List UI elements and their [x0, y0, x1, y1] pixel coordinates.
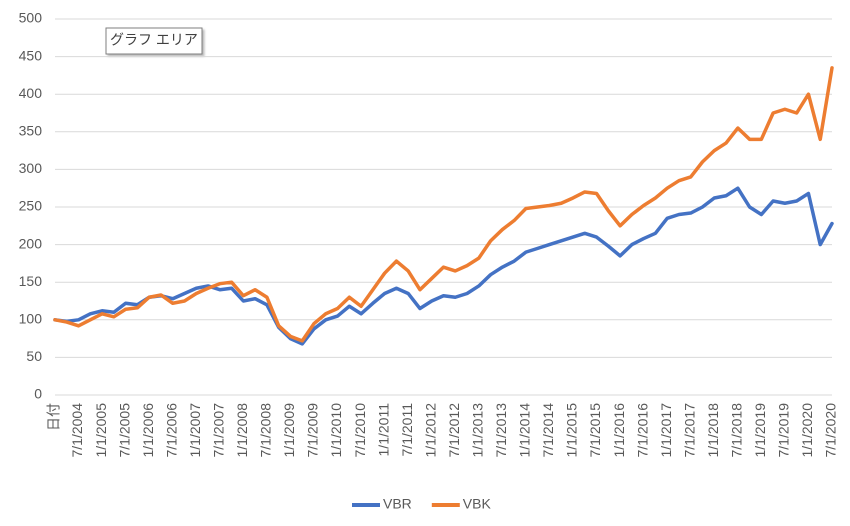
y-tick-label: 0	[34, 386, 42, 402]
series-line	[53, 186, 834, 346]
x-tick-label: 7/1/2018	[729, 403, 745, 458]
x-tick-label: 1/1/2015	[564, 403, 580, 458]
y-tick-label: 300	[19, 160, 43, 176]
x-tick-label: 1/1/2013	[470, 403, 486, 458]
x-tick-label: 1/1/2010	[328, 403, 344, 458]
x-tick-label: 7/1/2006	[163, 403, 179, 458]
y-tick-label: 450	[19, 47, 43, 63]
x-tick-label: 日付	[46, 403, 62, 431]
y-tick-label: 50	[26, 348, 42, 364]
x-tick-label: 7/1/2011	[399, 403, 415, 457]
x-tick-label: 7/1/2014	[540, 403, 556, 458]
x-tick-label: 1/1/2008	[234, 403, 250, 458]
series-line	[53, 66, 834, 343]
x-tick-label: 1/1/2011	[375, 403, 391, 457]
x-tick-label: 7/1/2008	[258, 403, 274, 458]
x-tick-label: 1/1/2020	[799, 403, 815, 458]
x-tick-label: 7/1/2007	[211, 403, 227, 458]
x-tick-label: 7/1/2010	[352, 403, 368, 458]
x-tick-label: 1/1/2017	[658, 403, 674, 458]
x-tick-label: 7/1/2017	[681, 403, 697, 458]
x-tick-label: 7/1/2005	[116, 403, 132, 458]
annotation-box: グラフ エリア	[105, 27, 203, 55]
x-tick-label: 1/1/2006	[140, 403, 156, 458]
y-tick-label: 150	[19, 273, 43, 289]
y-tick-label: 500	[19, 10, 43, 26]
x-tick-label: 1/1/2019	[752, 403, 768, 458]
y-tick-label: 250	[19, 198, 43, 214]
x-tick-label: 7/1/2016	[634, 403, 650, 458]
x-tick-label: 1/1/2016	[611, 403, 627, 458]
annotation-frame	[105, 27, 203, 55]
annotation: グラフ エリア	[110, 32, 198, 48]
x-tick-label: 1/1/2018	[705, 403, 721, 458]
legend-label: VBR	[383, 496, 412, 512]
legend-label: VBK	[463, 496, 492, 512]
x-tick-label: 7/1/2012	[446, 403, 462, 458]
y-tick-label: 350	[19, 123, 43, 139]
x-tick-label: 7/1/2015	[587, 403, 603, 458]
x-tick-label: 1/1/2012	[422, 403, 438, 458]
x-tick-label: 7/1/2013	[493, 403, 509, 458]
x-tick-label: 7/1/2020	[823, 403, 839, 458]
x-tick-label: 7/1/2009	[305, 403, 321, 458]
x-tick-label: 1/1/2007	[187, 403, 203, 458]
x-tick-label: 7/1/2004	[69, 403, 85, 458]
x-tick-label: 1/1/2014	[517, 403, 533, 458]
y-tick-label: 200	[19, 235, 43, 251]
x-tick-label: 1/1/2005	[93, 403, 109, 458]
y-tick-label: 100	[19, 311, 43, 327]
y-tick-label: 400	[19, 85, 43, 101]
x-tick-label: 1/1/2009	[281, 403, 297, 458]
x-tick-label: 7/1/2019	[776, 403, 792, 458]
